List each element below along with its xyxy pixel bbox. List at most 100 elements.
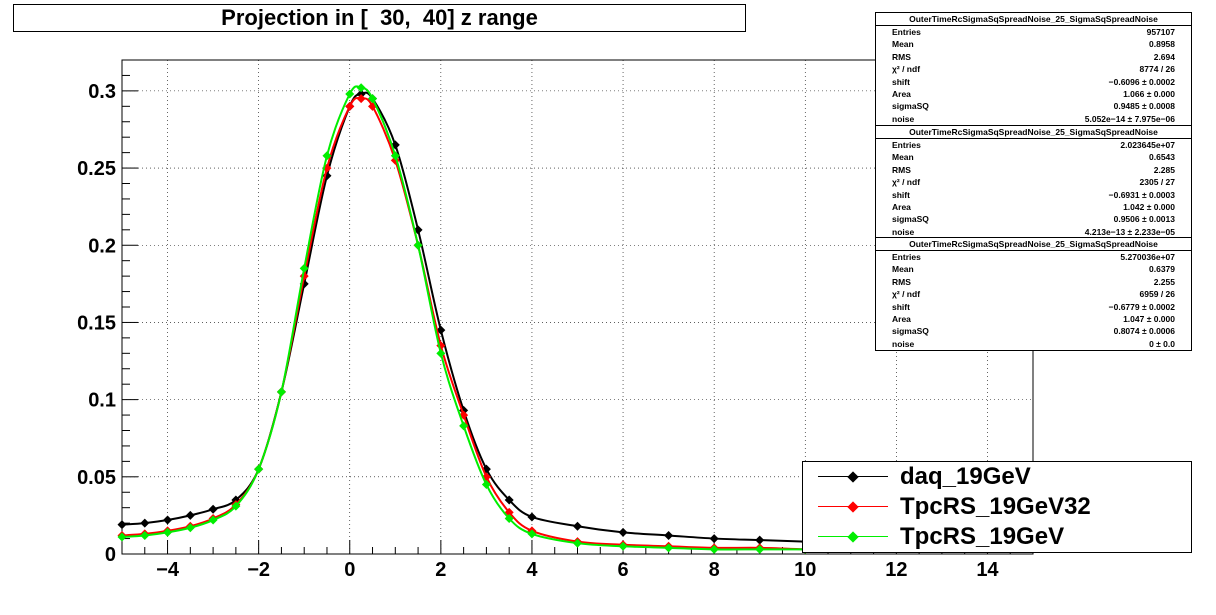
data-point-daq_19GeV xyxy=(356,89,366,99)
legend-marker-icon xyxy=(847,471,859,483)
stats-label: noise xyxy=(892,226,915,237)
stats-value: 5.052e−14 ± 7.975e−06 xyxy=(1084,113,1175,124)
stats-value: −0.6931 ± 0.0003 xyxy=(1108,189,1175,200)
stats-row: shift −0.6931 ± 0.0003 xyxy=(876,189,1191,201)
stats-row: sigmaSQ 0.9485 ± 0.0008 xyxy=(876,100,1191,112)
data-point-daq_19GeV xyxy=(163,515,173,525)
stats-label: RMS xyxy=(892,276,911,287)
data-point-daq_19GeV xyxy=(709,534,719,544)
stats-value: 2.255 xyxy=(1153,276,1175,287)
stats-label: shift xyxy=(892,301,910,312)
stats-row: Area 1.042 ± 0.000 xyxy=(876,201,1191,213)
series-curve-daq_19GeV xyxy=(121,91,806,543)
stats-label: sigmaSQ xyxy=(892,101,929,112)
stats-value: 0.8074 ± 0.0006 xyxy=(1113,326,1175,337)
stats-label: χ² / ndf xyxy=(892,177,921,188)
data-point-TpcRS_19GeV xyxy=(413,240,423,250)
data-point-TpcRS_19GeV xyxy=(163,527,173,537)
stats-label: noise xyxy=(892,338,915,349)
x-tick-label: 6 xyxy=(617,559,628,581)
data-point-TpcRS_19GeV xyxy=(299,263,309,273)
y-tick-label: 0.2 xyxy=(88,235,116,257)
stats-label: sigmaSQ xyxy=(892,326,929,337)
stats-row: χ² / ndf 2305 / 27 xyxy=(876,176,1191,188)
legend-item-tpcrs: TpcRS_19GeV xyxy=(803,522,1191,552)
data-point-daq_19GeV xyxy=(208,504,218,514)
y-tick-label: 0.05 xyxy=(77,467,116,489)
stats-label: RMS xyxy=(892,164,911,175)
stats-box-tpcrs32: OuterTimeRcSigmaSqSpreadNoise_25_SigmaSq… xyxy=(875,125,1192,240)
stats-row: χ² / ndf 8774 / 26 xyxy=(876,63,1191,75)
y-tick-label: 0.1 xyxy=(88,390,116,412)
data-point-TpcRS_19GeV xyxy=(254,464,264,474)
stats-value: 2.285 xyxy=(1153,164,1175,175)
stats-row: Mean 0.6543 xyxy=(876,151,1191,163)
chart-title: Projection in [ 30, 40] z range xyxy=(221,5,538,30)
stats-label: Entries xyxy=(892,252,921,262)
data-point-daq_19GeV xyxy=(117,520,127,530)
legend-label: TpcRS_19GeV32 xyxy=(900,493,1091,520)
stats-label: Entries xyxy=(892,27,921,37)
x-tick-label: −2 xyxy=(247,559,270,581)
stats-value: 1.047 ± 0.000 xyxy=(1123,313,1175,324)
data-point-TpcRS_19GeV xyxy=(356,83,366,93)
data-point-TpcRS_19GeV xyxy=(755,544,765,554)
x-tick-label: 4 xyxy=(526,559,538,581)
stats-row: χ² / ndf 6959 / 26 xyxy=(876,288,1191,300)
y-tick-label: 0.25 xyxy=(77,158,116,180)
y-tick-label: 0.3 xyxy=(88,81,116,103)
data-point-daq_19GeV xyxy=(618,527,628,537)
stats-label: χ² / ndf xyxy=(892,64,921,75)
data-point-daq_19GeV xyxy=(140,518,150,528)
stats-row: Entries 5.270036e+07 xyxy=(876,251,1191,263)
stats-label: shift xyxy=(892,189,910,200)
stats-title: OuterTimeRcSigmaSqSpreadNoise_25_SigmaSq… xyxy=(876,126,1191,139)
data-point-TpcRS_19GeV xyxy=(276,387,286,397)
data-point-daq_19GeV xyxy=(573,521,582,531)
stats-value: 2.023645e+07 xyxy=(1120,140,1175,150)
stats-value: 0.9506 ± 0.0013 xyxy=(1113,214,1175,225)
data-point-daq_19GeV xyxy=(527,512,537,522)
legend-label: TpcRS_19GeV xyxy=(900,523,1065,550)
stats-label: shift xyxy=(892,76,910,87)
data-point-TpcRS_19GeV xyxy=(504,513,514,523)
x-tick-label: 14 xyxy=(976,559,999,581)
data-point-TpcRS_19GeV xyxy=(709,544,719,554)
data-point-daq_19GeV xyxy=(664,530,674,540)
x-tick-label: 12 xyxy=(885,559,907,581)
stats-row: Mean 0.8958 xyxy=(876,38,1191,50)
stats-row: Entries 2.023645e+07 xyxy=(876,139,1191,151)
stats-label: Entries xyxy=(892,140,921,150)
legend-label: daq_19GeV xyxy=(900,463,1031,490)
stats-value: 0.6543 xyxy=(1149,152,1175,163)
data-point-TpcRS_19GeV xyxy=(390,151,400,161)
data-point-TpcRS_19GeV xyxy=(208,515,218,525)
data-point-daq_19GeV xyxy=(436,325,446,335)
legend-item-tpcrs32: TpcRS_19GeV32 xyxy=(803,492,1191,522)
stats-value: 0 ± 0.0 xyxy=(1149,338,1175,349)
stats-row: shift −0.6779 ± 0.0002 xyxy=(876,301,1191,313)
stats-value: 1.042 ± 0.000 xyxy=(1123,201,1175,212)
x-tick-label: 8 xyxy=(709,559,720,581)
data-point-TpcRS_19GeV xyxy=(459,421,469,431)
stats-value: 0.9485 ± 0.0008 xyxy=(1113,101,1175,112)
stats-label: sigmaSQ xyxy=(892,214,929,225)
stats-row: Area 1.047 ± 0.000 xyxy=(876,313,1191,325)
stats-row: noise 5.052e−14 ± 7.975e−06 xyxy=(876,113,1191,125)
data-point-TpcRS_19GeV xyxy=(527,529,537,539)
x-tick-label: 0 xyxy=(344,559,355,581)
y-tick-label: 0.15 xyxy=(77,312,116,334)
data-point-TpcRS_19GeV xyxy=(573,538,582,548)
stats-row: RMS 2.694 xyxy=(876,51,1191,63)
stats-value: 0.8958 xyxy=(1149,39,1175,50)
legend: daq_19GeV TpcRS_19GeV32 TpcRS_19GeV xyxy=(802,461,1192,553)
axes: −4 −2 0 2 4 6 8 10 12 14 0 0.05 0.1 0.15 0.2 0.25 0.3 xyxy=(77,59,1034,581)
data-point-TpcRS_19GeV32 xyxy=(356,94,366,104)
legend-marker-icon xyxy=(847,501,859,513)
data-point-TpcRS_19GeV xyxy=(664,543,674,553)
stats-label: RMS xyxy=(892,51,911,62)
stats-value: 1.066 ± 0.000 xyxy=(1123,88,1175,99)
stats-label: Area xyxy=(892,313,911,324)
data-point-daq_19GeV xyxy=(504,495,514,505)
